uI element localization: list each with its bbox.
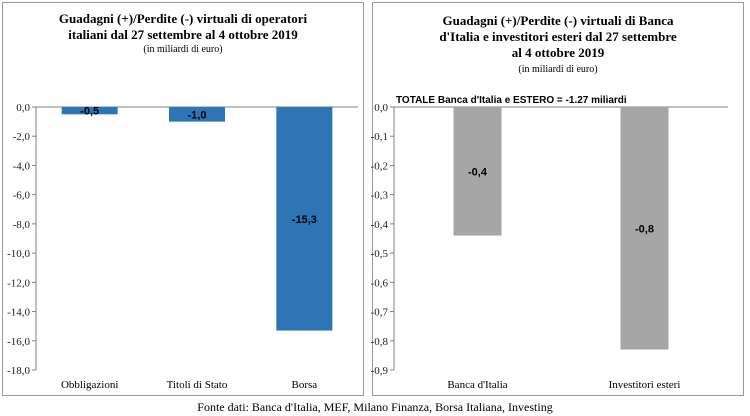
y-tick-label: 0,0 bbox=[374, 102, 388, 114]
left-chart-panel: Guadagni (+)/Perdite (-) virtuali di ope… bbox=[2, 2, 364, 396]
y-tick-label: -0,4 bbox=[371, 219, 389, 231]
total-annotation: TOTALE Banca d'Italia e ESTERO = -1.27 m… bbox=[396, 95, 627, 106]
y-tick-label: 0,0 bbox=[16, 102, 30, 114]
right-chart-plot: 0,0 -0,1 -0,2 -0,3 -0,4 -0,5 -0,6 -0,7 -0,8 -0,9 B… bbox=[371, 95, 728, 391]
bar bbox=[276, 107, 333, 331]
x-tick-label: Investitori esteri bbox=[609, 379, 681, 391]
y-tick-label: -8,0 bbox=[13, 219, 31, 231]
data-label: -0,8 bbox=[635, 223, 654, 235]
y-tick-label: -6,0 bbox=[13, 190, 31, 202]
bar bbox=[169, 107, 225, 122]
y-tick-label: -0,9 bbox=[371, 365, 389, 377]
data-label: -15,3 bbox=[292, 214, 317, 226]
x-tick-label: Titoli di Stato bbox=[167, 379, 228, 391]
bar bbox=[620, 107, 669, 350]
source-note: Fonte dati: Banca d'Italia, MEF, Milano … bbox=[197, 400, 553, 414]
right-chart-subtitle: (in miliardi di euro) bbox=[518, 64, 598, 75]
y-tick-label: -0,3 bbox=[371, 190, 389, 202]
right-chart-panel: Guadagni (+)/Perdite (-) virtuali di Ban… bbox=[371, 2, 744, 396]
bar bbox=[61, 107, 118, 115]
y-tick-label: -16,0 bbox=[7, 336, 30, 348]
data-label: -0,5 bbox=[80, 106, 99, 118]
left-chart-subtitle: (in miliardi di euro) bbox=[143, 44, 223, 55]
y-tick-label: -18,0 bbox=[7, 365, 30, 377]
data-label: -0,4 bbox=[468, 166, 488, 178]
y-tick-label: -0,5 bbox=[371, 248, 389, 260]
bar bbox=[453, 107, 502, 236]
y-tick-label: -0,2 bbox=[371, 160, 388, 172]
x-tick-label: Banca d'Italia bbox=[447, 379, 507, 391]
y-tick-label: -2,0 bbox=[13, 131, 31, 143]
y-tick-label: -0,7 bbox=[371, 307, 389, 319]
y-tick-label: -12,0 bbox=[7, 277, 30, 289]
y-tick-label: -0,1 bbox=[371, 131, 388, 143]
y-tick-label: -4,0 bbox=[13, 160, 31, 172]
left-chart-title: Guadagni (+)/Perdite (-) virtuali di ope… bbox=[58, 11, 308, 42]
left-chart-plot: 0,0 -2,0 -4,0 -6,0 -8,0 -10,0 -12,0 -14,0 -16,0 -… bbox=[7, 102, 358, 391]
y-tick-label: -10,0 bbox=[7, 248, 30, 260]
data-label: -1,0 bbox=[188, 109, 207, 121]
y-tick-label: -0,8 bbox=[371, 336, 389, 348]
y-tick-label: -0,6 bbox=[371, 277, 389, 289]
y-tick-label: -14,0 bbox=[7, 307, 30, 319]
x-tick-label: Obbligazioni bbox=[61, 379, 118, 391]
x-tick-label: Borsa bbox=[291, 379, 317, 391]
right-chart-title: Guadagni (+)/Perdite (-) virtuali di Ban… bbox=[439, 13, 677, 60]
